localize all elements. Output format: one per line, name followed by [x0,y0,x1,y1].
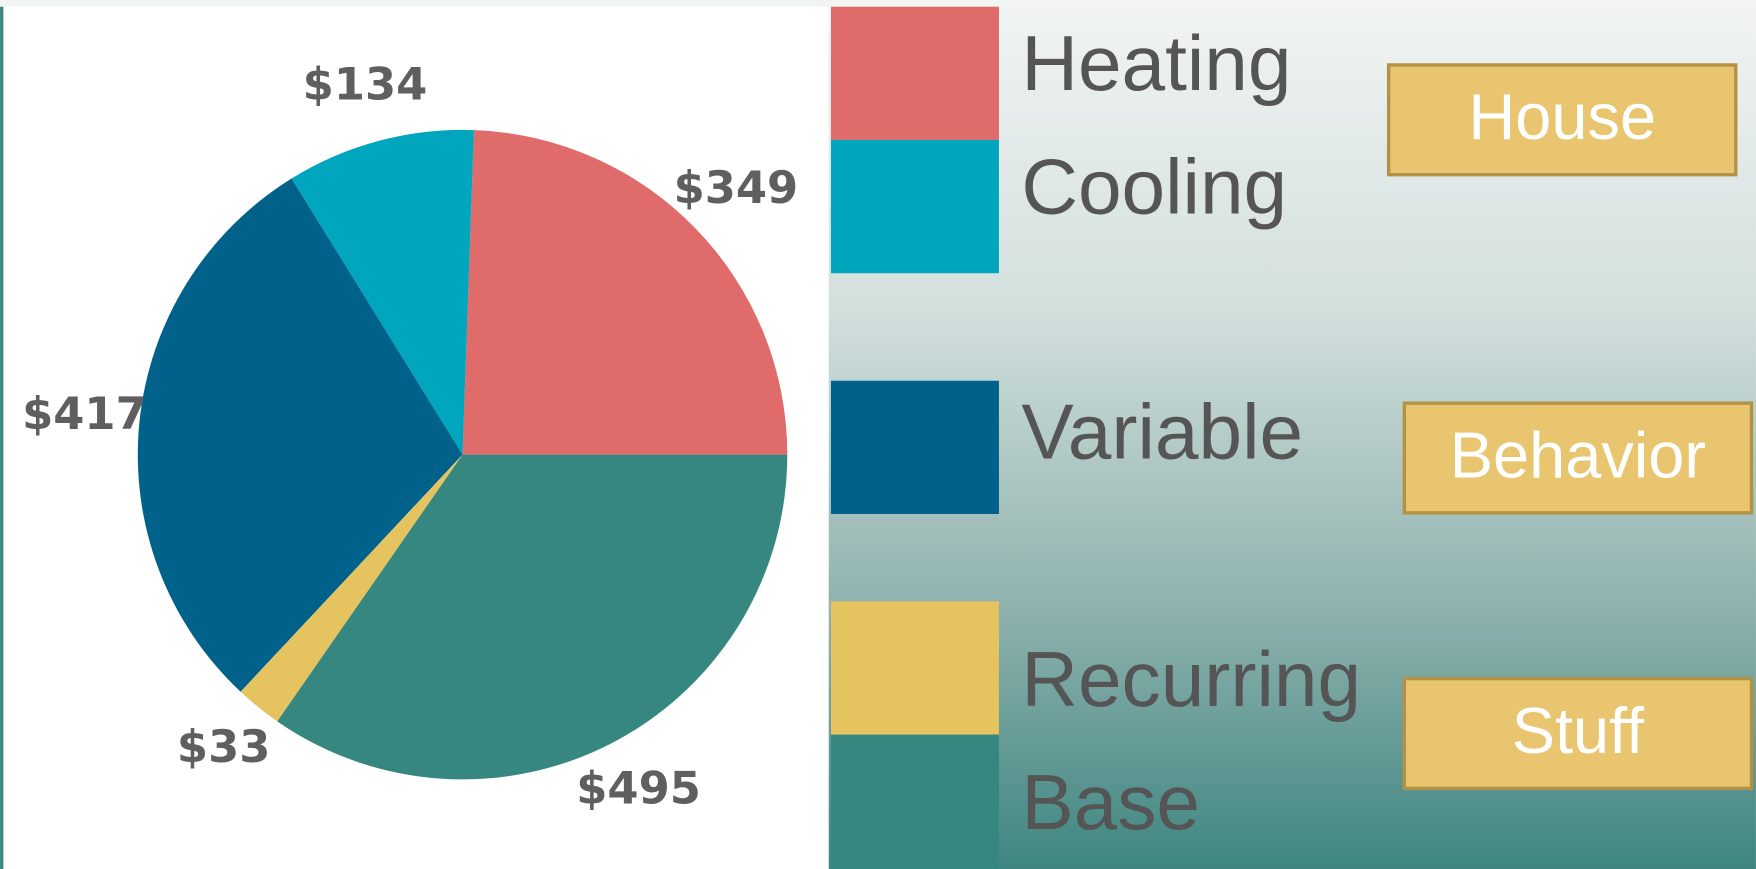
pie-slice [462,130,788,455]
pie-slice [137,178,463,692]
group-box [1386,63,1738,177]
group-box [1402,401,1754,515]
legend-label: Recurring [1021,635,1361,723]
legend-label: Variable [1021,388,1303,476]
legend-swatch [830,139,999,274]
pie-slice [240,454,463,722]
legend-swatch [830,734,999,869]
edge [0,6,4,869]
group-box [1402,676,1754,791]
legend-swatch [830,6,999,140]
pie-slice [291,129,474,455]
pie-slice [277,454,788,780]
group-label: Behavior [1450,418,1706,491]
group-label: House [1468,80,1656,153]
legend-label: Heating [1021,19,1291,107]
value-label: $495 [576,761,701,814]
value-label: $417 [22,387,147,440]
value-label: $33 [177,720,270,773]
legend-label: Cooling [1021,142,1287,230]
legend-swatch [830,601,999,735]
value-label: $349 [674,161,799,214]
legend-label: Base [1021,758,1200,846]
value-label: $134 [303,57,428,110]
legend-swatch [830,380,999,515]
group-label: Stuff [1512,694,1645,767]
